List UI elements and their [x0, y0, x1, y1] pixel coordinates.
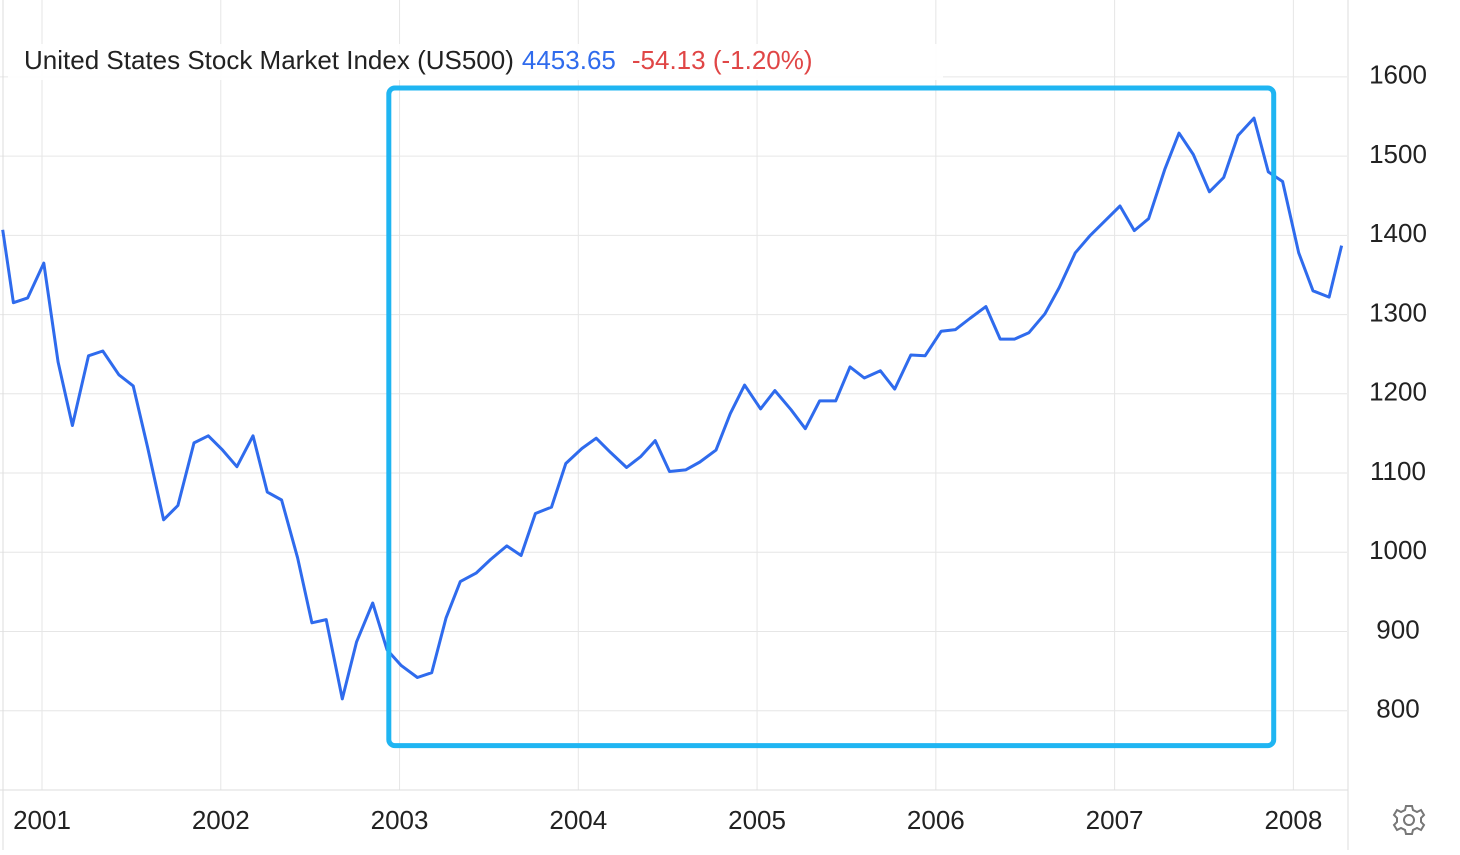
x-tick-label: 2006: [907, 805, 965, 835]
title: United States Stock Market Index (US500): [24, 45, 514, 75]
y-tick-label: 1400: [1369, 218, 1427, 248]
plot: [1, 85, 1344, 749]
x-tick-label: 2007: [1086, 805, 1144, 835]
y-tick-label: 800: [1376, 694, 1419, 724]
y-tick-label: 1200: [1369, 377, 1427, 407]
y-tick-label: 900: [1376, 614, 1419, 644]
y-tick-label: 1100: [1370, 456, 1426, 486]
y-tick-label: 1600: [1369, 60, 1427, 90]
y-tick-label: 1500: [1369, 139, 1427, 169]
grid: [0, 0, 1347, 790]
y-tick-label: 1300: [1369, 297, 1427, 327]
settings-icon[interactable]: [1392, 805, 1426, 835]
header-title: United States Stock Market Index (US500)…: [24, 45, 813, 75]
x-tick-label: 2005: [728, 805, 786, 835]
highlight-box: [386, 85, 1277, 749]
price: 4453.65: [522, 45, 616, 75]
price-line: [1, 116, 1344, 701]
x-tick-label: 2002: [192, 805, 250, 835]
x-tick-label: 2001: [13, 805, 71, 835]
x-tick-label: 2003: [371, 805, 429, 835]
x-tick-label: 2008: [1264, 805, 1322, 835]
header-bg: [8, 44, 943, 80]
change: -54.13 (-1.20%): [632, 45, 813, 75]
y-tick-label: 1000: [1369, 535, 1427, 565]
x-tick-label: 2004: [549, 805, 607, 835]
